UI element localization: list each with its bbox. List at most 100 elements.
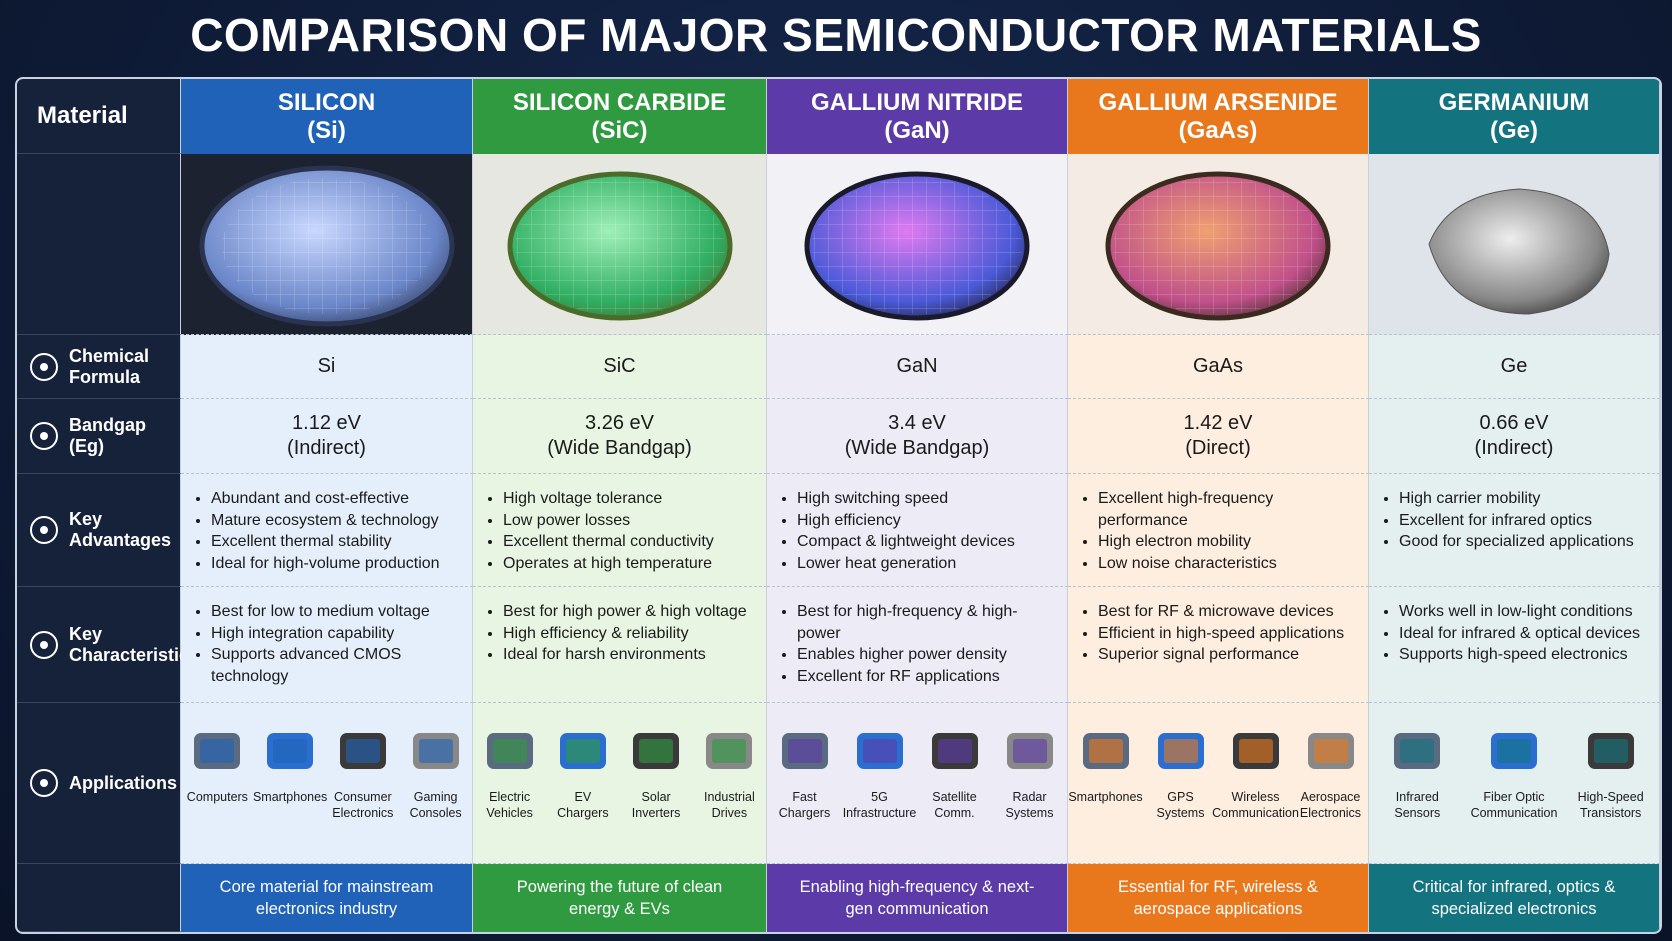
application-label: Industrial Drives	[704, 790, 755, 820]
row-label-text: Bandgap (Eg)	[69, 415, 147, 456]
characteristic-item: High efficiency & reliability	[503, 623, 747, 645]
characteristic-item: Best for low to medium voltage	[211, 601, 462, 623]
application: Fast Chargers	[770, 723, 840, 821]
formula-cell: Ge	[1369, 335, 1660, 399]
advantage-item: High carrier mobility	[1399, 488, 1634, 510]
material-name: GALLIUM ARSENIDE	[1098, 88, 1338, 116]
characteristics-cell: Best for high-frequency & high-powerEnab…	[767, 587, 1068, 703]
application-icon	[633, 733, 680, 769]
formula: Si	[317, 355, 336, 377]
wafer-image	[199, 165, 454, 326]
application-label: Fast Chargers	[778, 790, 831, 820]
characteristics-cell: Best for high power & high voltageHigh e…	[473, 587, 767, 703]
advantage-item: Compact & lightweight devices	[797, 531, 1015, 553]
bandgap-cell: 0.66 eV (Indirect)	[1369, 399, 1660, 474]
advantages-list: Excellent high-frequency performanceHigh…	[1082, 488, 1358, 574]
application-label: Satellite Comm.	[932, 790, 977, 820]
application: Solar Inverters	[621, 723, 691, 821]
application-label: Radar Systems	[1005, 790, 1054, 820]
formula-cell: GaAs	[1068, 335, 1369, 399]
material-image	[767, 154, 1068, 335]
characteristics-list: Best for low to medium voltageHigh integ…	[195, 601, 462, 687]
application-label: Smartphones	[1068, 790, 1143, 804]
application-label: Wireless Communication	[1212, 790, 1299, 820]
advantage-item: Mature ecosystem & technology	[211, 510, 440, 532]
advantages-list: Abundant and cost-effectiveMature ecosys…	[195, 488, 440, 574]
application-label: Gaming Consoles	[409, 790, 462, 820]
characteristic-item: Efficient in high-speed applications	[1098, 623, 1344, 645]
application-label: GPS Systems	[1156, 790, 1205, 820]
application: Consumer Electronics	[328, 723, 398, 821]
characteristics-list: Best for high-frequency & high-powerEnab…	[781, 601, 1057, 687]
summary-cell: Essential for RF, wireless & aerospace a…	[1068, 864, 1369, 932]
row-label: Key Advantages	[17, 474, 181, 587]
material-header: SILICON CARBIDE (SiC)	[473, 79, 767, 154]
row-label: Chemical Formula	[17, 335, 181, 399]
row-label-text: Applications	[69, 772, 178, 793]
application: Aerospace Electronics	[1296, 723, 1366, 821]
characteristic-item: Works well in low-light conditions	[1399, 601, 1640, 623]
application: Infrared Sensors	[1382, 723, 1452, 821]
application-icon	[1307, 733, 1354, 769]
applications-cell: Computers Smartphones Consumer Electronics…	[181, 703, 473, 864]
characteristics-cell: Best for RF & microwave devicesEfficient…	[1068, 587, 1369, 703]
advantage-item: Abundant and cost-effective	[211, 488, 440, 510]
application-icon	[559, 733, 606, 769]
application: EV Chargers	[548, 723, 618, 821]
material-name: GERMANIUM	[1438, 88, 1590, 116]
bandgap-cell: 1.12 eV (Indirect)	[181, 399, 473, 474]
application-icon	[1006, 733, 1053, 769]
application-icon	[706, 733, 753, 769]
wafer-image	[507, 171, 732, 320]
row-label: Material	[17, 79, 181, 154]
application: Smartphones	[253, 723, 327, 805]
characteristic-item: Ideal for harsh environments	[503, 644, 747, 666]
advantages-cell: High switching speedHigh efficiencyCompa…	[767, 474, 1068, 587]
characteristic-item: Ideal for infrared & optical devices	[1399, 623, 1640, 645]
application-label: Computers	[186, 790, 248, 804]
application-label: Infrared Sensors	[1394, 790, 1441, 820]
application: Gaming Consoles	[401, 723, 471, 821]
application-icon	[856, 733, 903, 769]
advantage-item: High electron mobility	[1098, 531, 1358, 553]
application-label: Consumer Electronics	[332, 790, 394, 820]
row-label-text: Material	[37, 102, 128, 129]
application-icon	[1490, 733, 1537, 769]
summary-cell: Core material for mainstream electronics…	[181, 864, 473, 932]
row-label: Applications	[17, 703, 181, 864]
advantage-item: Operates at high temperature	[503, 553, 714, 575]
material-image	[181, 154, 473, 335]
advantage-item: High efficiency	[797, 510, 1015, 532]
application-label: Electric Vehicles	[486, 790, 533, 820]
advantage-item: Excellent for infrared optics	[1399, 510, 1634, 532]
application-label: Fiber Optic Communication	[1470, 790, 1558, 820]
summary-cell: Powering the future of clean energy & EV…	[473, 864, 767, 932]
advantage-item: Excellent thermal stability	[211, 531, 440, 553]
wafer-image	[804, 171, 1030, 320]
material-name: SILICON CARBIDE	[512, 88, 727, 116]
summary-cell: Enabling high-frequency & next-gen commu…	[767, 864, 1068, 932]
bandgap-type: (Wide Bandgap)	[844, 437, 990, 459]
summary: Enabling high-frequency & next-gen commu…	[799, 878, 1035, 918]
advantages-list: High voltage toleranceLow power lossesEx…	[487, 488, 714, 574]
summary: Essential for RF, wireless & aerospace a…	[1118, 878, 1318, 918]
formula: Ge	[1500, 355, 1528, 377]
bandgap-type: (Wide Bandgap)	[547, 437, 692, 459]
row-label: Bandgap (Eg)	[17, 399, 181, 474]
row-label	[17, 154, 181, 335]
application-icon	[194, 733, 241, 769]
material-name: SILICON	[277, 88, 376, 116]
characteristics-cell: Best for low to medium voltageHigh integ…	[181, 587, 473, 703]
characteristic-item: High integration capability	[211, 623, 462, 645]
row-icon	[30, 516, 58, 544]
formula: GaAs	[1192, 355, 1244, 377]
row-label-text: Key Advantages	[69, 509, 172, 550]
formula-cell: Si	[181, 335, 473, 399]
formula: SiC	[603, 355, 636, 377]
advantage-item: Good for specialized applications	[1399, 531, 1634, 553]
row-icon	[30, 769, 58, 797]
applications-cell: Infrared Sensors Fiber Optic Communicatio…	[1369, 703, 1660, 864]
characteristic-item: Best for RF & microwave devices	[1098, 601, 1344, 623]
advantage-item: Excellent thermal conductivity	[503, 531, 714, 553]
summary-cell: Critical for infrared, optics & speciali…	[1369, 864, 1660, 932]
